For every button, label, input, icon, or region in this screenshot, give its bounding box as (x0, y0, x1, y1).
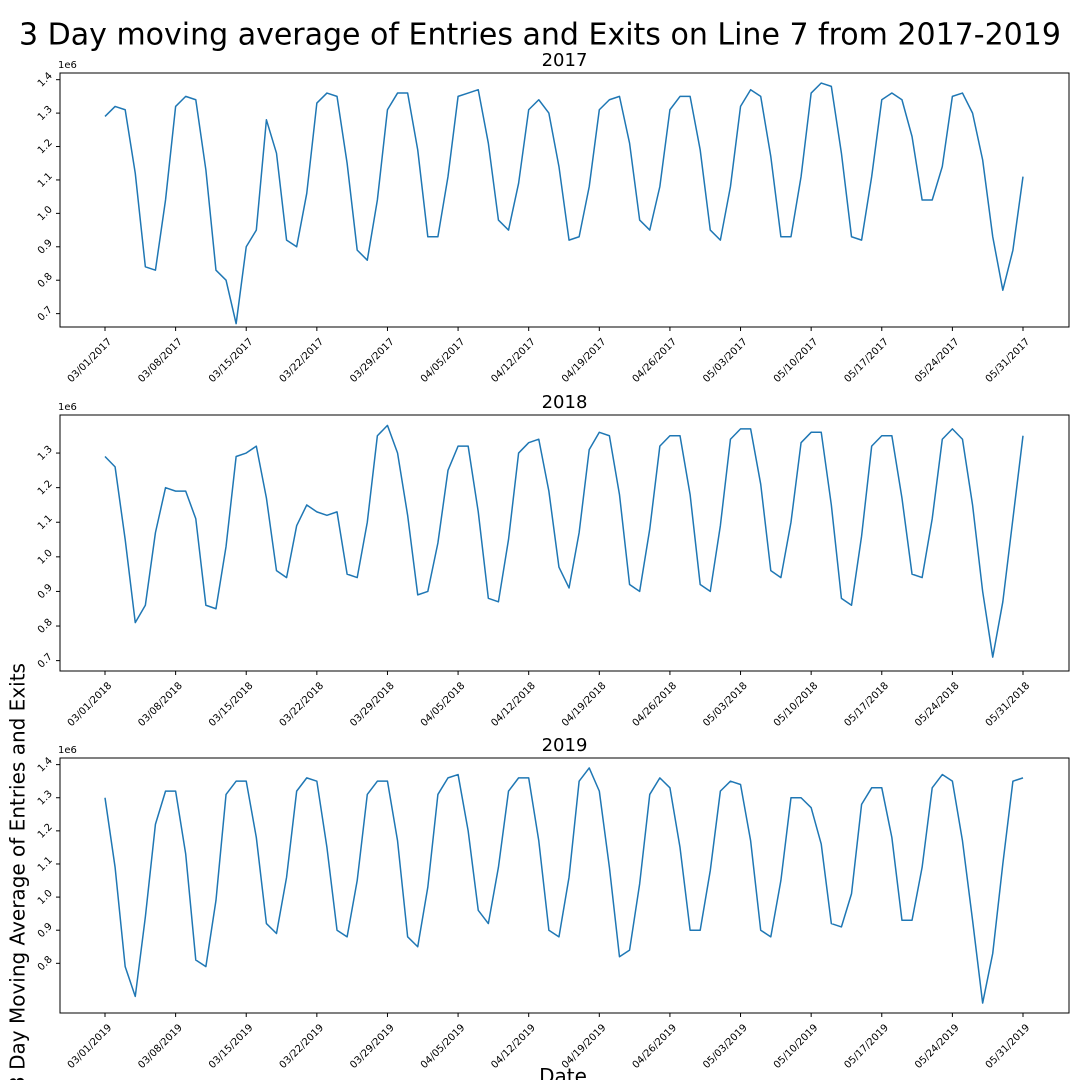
x-axis-label: Date (539, 1064, 587, 1080)
y-axis-label: 3 Day Moving Average of Entries and Exit… (6, 663, 30, 1080)
subplot-title: 2018 (542, 392, 588, 413)
offset-label: 1e6 (58, 402, 77, 413)
figure-title: 3 Day moving average of Entries and Exit… (19, 18, 1061, 53)
data-line (104, 82, 1024, 325)
data-line (104, 767, 1024, 1004)
offset-label: 1e6 (58, 60, 77, 71)
subplot-title: 2017 (542, 50, 588, 71)
subplot-title: 2019 (542, 735, 588, 756)
data-line (104, 424, 1024, 658)
offset-label: 1e6 (58, 745, 77, 756)
plot-frame (59, 414, 1070, 672)
plot-frame (59, 72, 1070, 328)
plot-frame (59, 757, 1070, 1014)
